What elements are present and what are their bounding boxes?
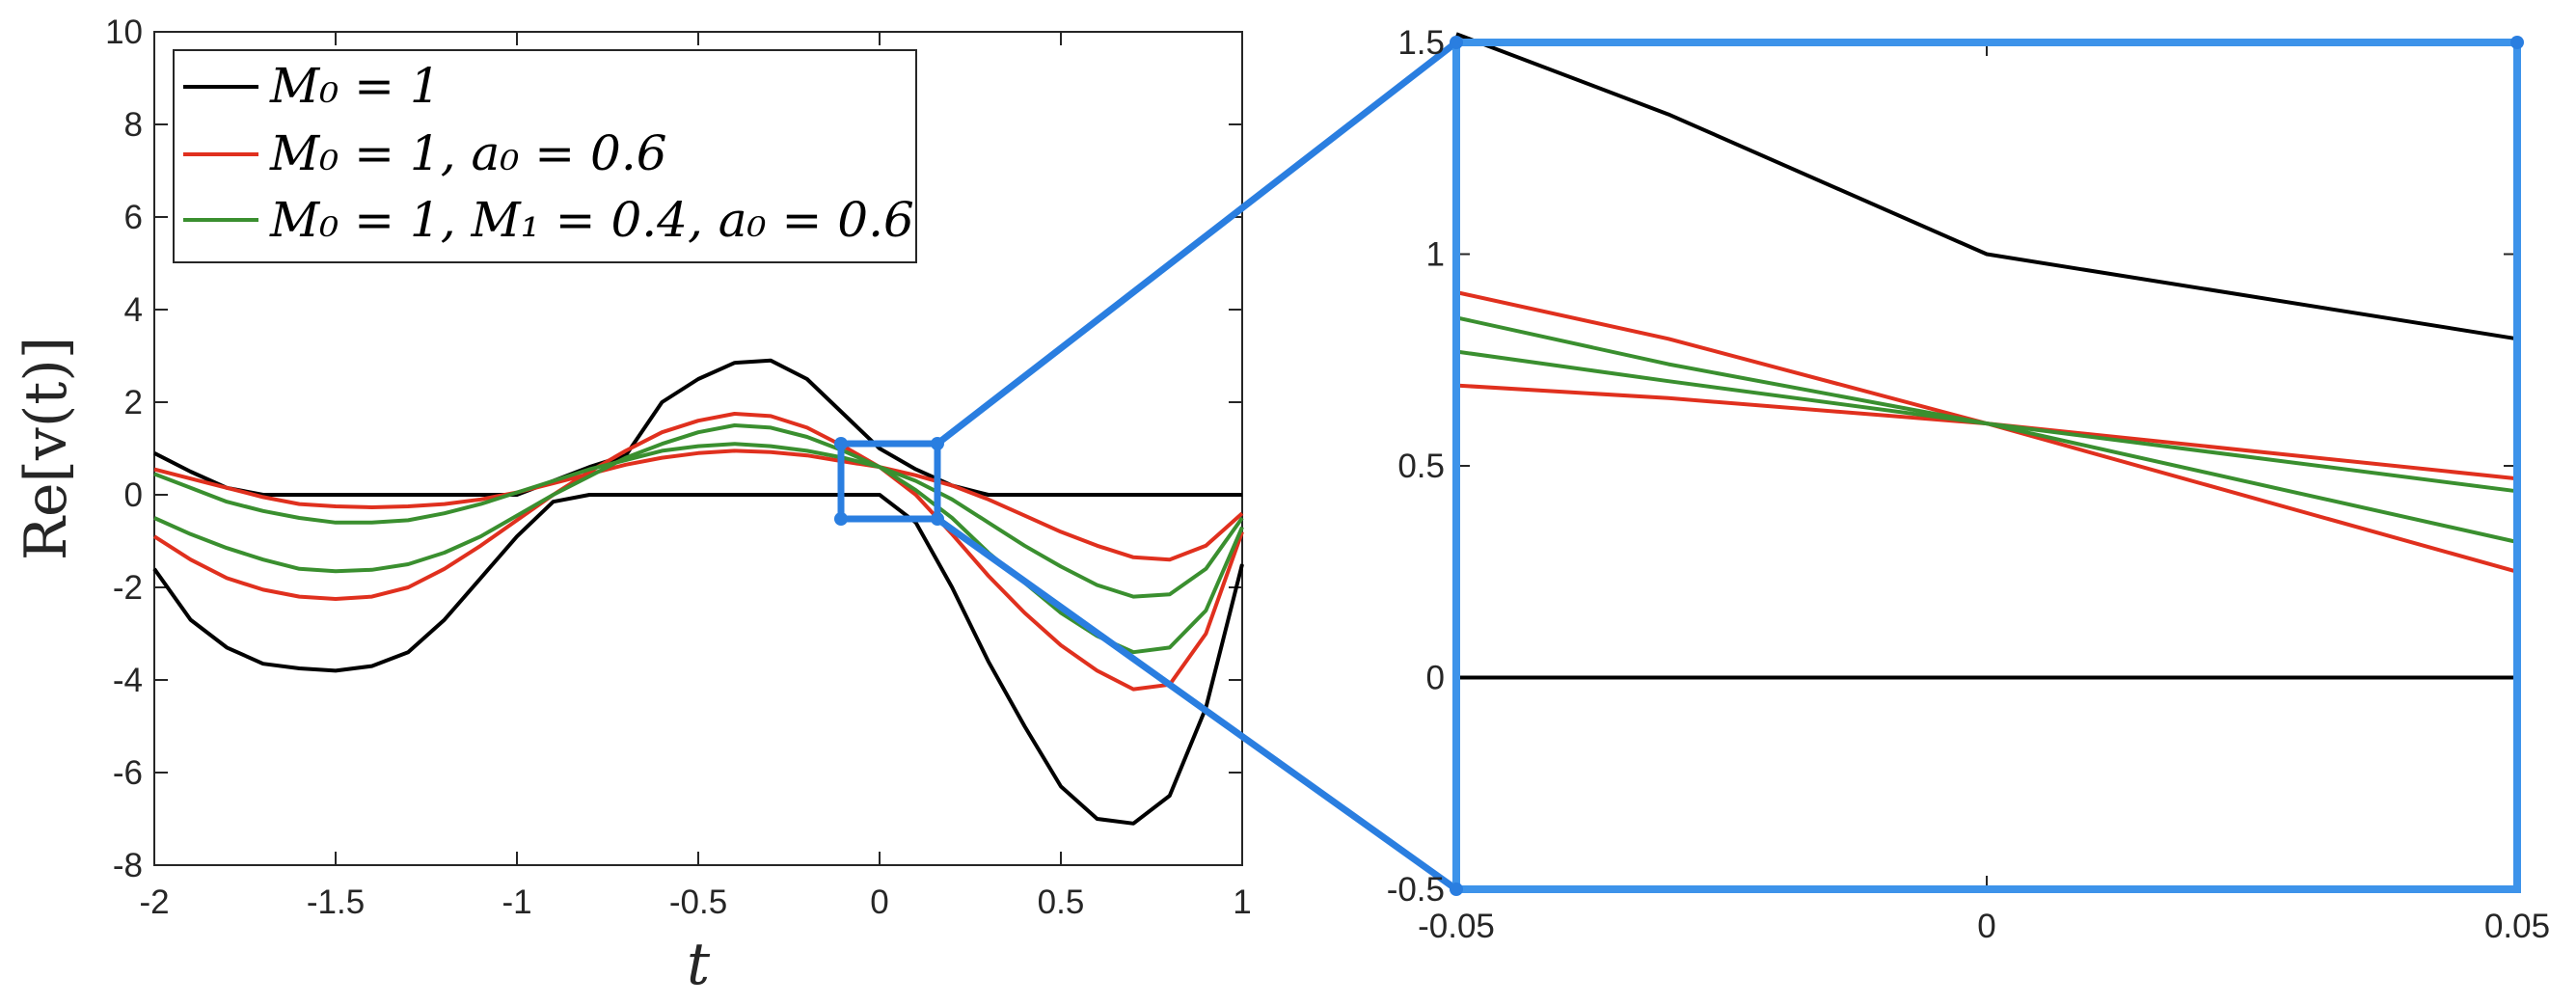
main-x-tick-label: -2: [139, 883, 169, 921]
main-series-line-2: [153, 448, 1244, 562]
zoom-target-box: [1452, 39, 2521, 893]
main-y-tick-label: -6: [113, 754, 143, 792]
main-y-tick-label: -4: [113, 662, 143, 699]
main-y-tick-label: 10: [105, 14, 143, 51]
main-series-line-3: [152, 412, 1244, 692]
zoom-series-line-0: [1455, 32, 2518, 341]
main-series-line-1: [152, 493, 1244, 826]
zoom-target-corner-tl: [1450, 36, 1463, 49]
zoom-plot: -0.05 0 0.05 -0.5 0 0.5 1 1.5: [1387, 24, 2550, 945]
y-axis-label: Re[v(t)]: [13, 337, 80, 560]
zoom-corner-bl: [834, 512, 848, 526]
legend: M₀ = 1 M₀ = 1, a₀ = 0.6 M₀ = 1, M₁ = 0.4…: [173, 49, 917, 263]
main-y-tick-label: 0: [124, 476, 143, 514]
main-y-tick-label: -2: [113, 569, 143, 607]
x-axis-label: t: [687, 931, 711, 998]
zoom-x-tick-label: 0.05: [2484, 908, 2550, 945]
zoom-target-corner-tr: [2510, 36, 2524, 49]
main-y-tick-label: 8: [124, 106, 143, 144]
main-x-tick-label: 0.5: [1038, 883, 1085, 921]
main-x-tick-label: 0: [870, 883, 888, 921]
zoom-target-corner-bl: [1450, 883, 1463, 896]
zoom-corner-tl: [834, 437, 848, 450]
main-y-tick-label: -8: [113, 847, 143, 884]
main-x-tick-label: 1: [1233, 883, 1251, 921]
main-series-line-5: [153, 442, 1244, 599]
main-x-tick-label: -1: [502, 883, 531, 921]
zoom-series-line-3: [1455, 383, 2518, 481]
zoom-y-tick-label: 1.5: [1397, 24, 1445, 62]
zoom-y-tick-label: 0: [1426, 660, 1445, 697]
zoom-y-tick-label: 1: [1426, 236, 1445, 274]
main-y-tick-label: 2: [124, 384, 143, 421]
zoom-series-line-2: [1455, 290, 2518, 574]
main-y-tick-label: 4: [124, 291, 143, 329]
main-series-line-0: [153, 358, 1242, 497]
legend-label-2: M₀ = 1, a₀ = 0.6: [269, 125, 667, 181]
main-series-line-4: [153, 423, 1244, 655]
legend-label-1: M₀ = 1: [269, 58, 441, 114]
zoom-series-line-4: [1455, 315, 2518, 544]
zoom-connector-top: [935, 40, 1459, 447]
zoom-y-tick-label: -0.5: [1387, 871, 1445, 909]
zoom-indicator: [834, 40, 1459, 892]
main-x-tick-label: -0.5: [669, 883, 727, 921]
zoom-source-box: [837, 440, 941, 523]
legend-box: [173, 49, 917, 263]
zoom-plot-frame: [1455, 41, 2518, 890]
main-plot: -2 -1.5 -1 -0.5 0 0.5 1 -8 -6 -4 -2 0 2 4 6 8 10 M₀ = 1 …: [13, 14, 1252, 998]
zoom-connector-bottom: [935, 516, 1459, 892]
zoom-y-tick-label: 0.5: [1397, 448, 1445, 485]
main-y-tick-label: 6: [124, 199, 143, 236]
zoom-x-tick-label: -0.05: [1418, 908, 1495, 945]
legend-label-3: M₀ = 1, M₁ = 0.4, a₀ = 0.6: [269, 192, 914, 248]
zoom-series-line-5: [1455, 349, 2518, 494]
main-x-tick-label: -1.5: [307, 883, 365, 921]
zoom-x-tick-label: 0: [1977, 908, 1995, 945]
